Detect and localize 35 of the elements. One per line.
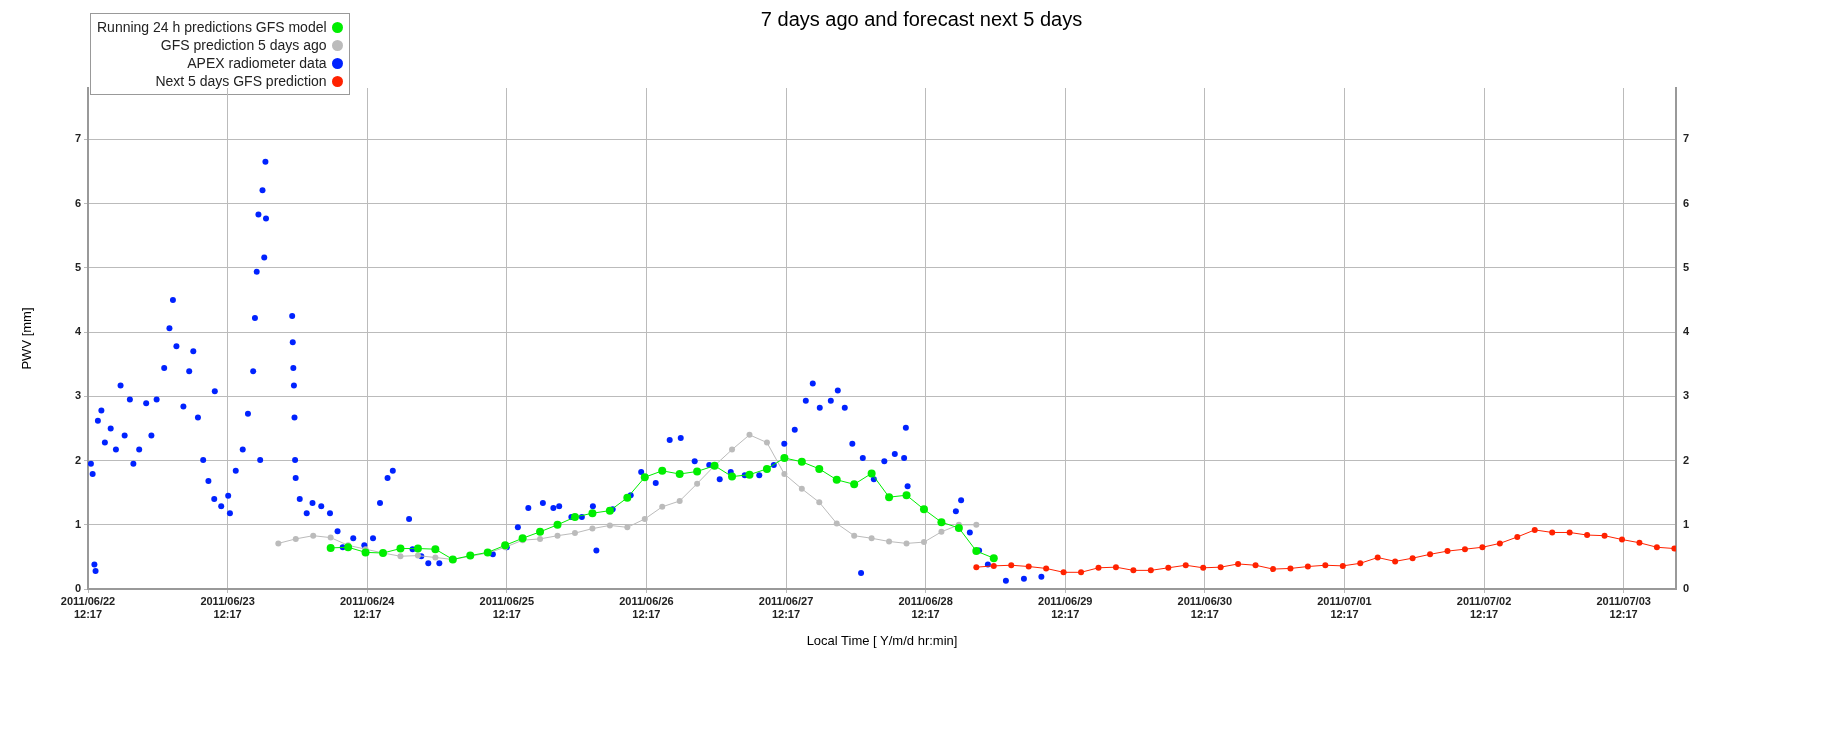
chart-title: 7 days ago and forecast next 5 days	[760, 8, 1083, 30]
y2-tick-label: 4	[1683, 325, 1690, 338]
x-tick-label: 2011/06/25 12:17	[479, 594, 535, 620]
x-tick-label: 2011/07/03 12:17	[1596, 594, 1651, 620]
x-tick-label: 2011/07/02 12:17	[1456, 594, 1512, 620]
legend-label: GFS prediction 5 days ago	[160, 36, 327, 54]
legend-label: APEX radiometer data	[187, 54, 327, 72]
legend-label: Next 5 days GFS prediction	[155, 72, 327, 90]
y-tick-label: 4	[74, 325, 82, 338]
x-tick-label: 2011/06/29 12:17	[1038, 594, 1093, 620]
y2-tick-label: 7	[1683, 132, 1690, 145]
x-tick-label: 2011/06/30 12:17	[1177, 594, 1233, 620]
x-tick-label: 2011/06/23 12:17	[200, 594, 255, 620]
y-tick-label: 5	[74, 260, 81, 273]
y-tick-label: 0	[74, 582, 81, 595]
x-axis-title: Local Time [ Y/m/d hr:min]	[806, 632, 958, 648]
x-tick-label: 2011/06/22 12:17	[60, 594, 116, 620]
legend-label: Running 24 h predictions GFS model	[97, 18, 327, 36]
y-tick-label: 3	[74, 389, 81, 402]
x-tick-label: 2011/07/01 12:17	[1317, 594, 1372, 620]
y-tick-label: 2	[74, 453, 81, 466]
x-tick-label: 2011/06/24 12:17	[339, 594, 396, 620]
y2-tick-label: 0	[1683, 582, 1690, 595]
y-tick-label: 7	[74, 132, 81, 145]
y2-tick-label: 6	[1683, 196, 1690, 209]
y2-tick-label: 1	[1683, 517, 1690, 530]
y2-tick-label: 3	[1683, 389, 1690, 402]
x-tick-label: 2011/06/26 12:17	[619, 594, 674, 620]
y-axis-title: PWV [mm]	[19, 307, 35, 370]
y-tick-label: 6	[74, 196, 81, 209]
y2-tick-label: 5	[1683, 260, 1690, 273]
x-tick-label: 2011/06/27 12:17	[758, 594, 814, 620]
x-tick-label: 2011/06/28 12:17	[898, 594, 953, 620]
y2-tick-label: 2	[1683, 453, 1690, 466]
y-tick-label: 1	[74, 517, 81, 530]
